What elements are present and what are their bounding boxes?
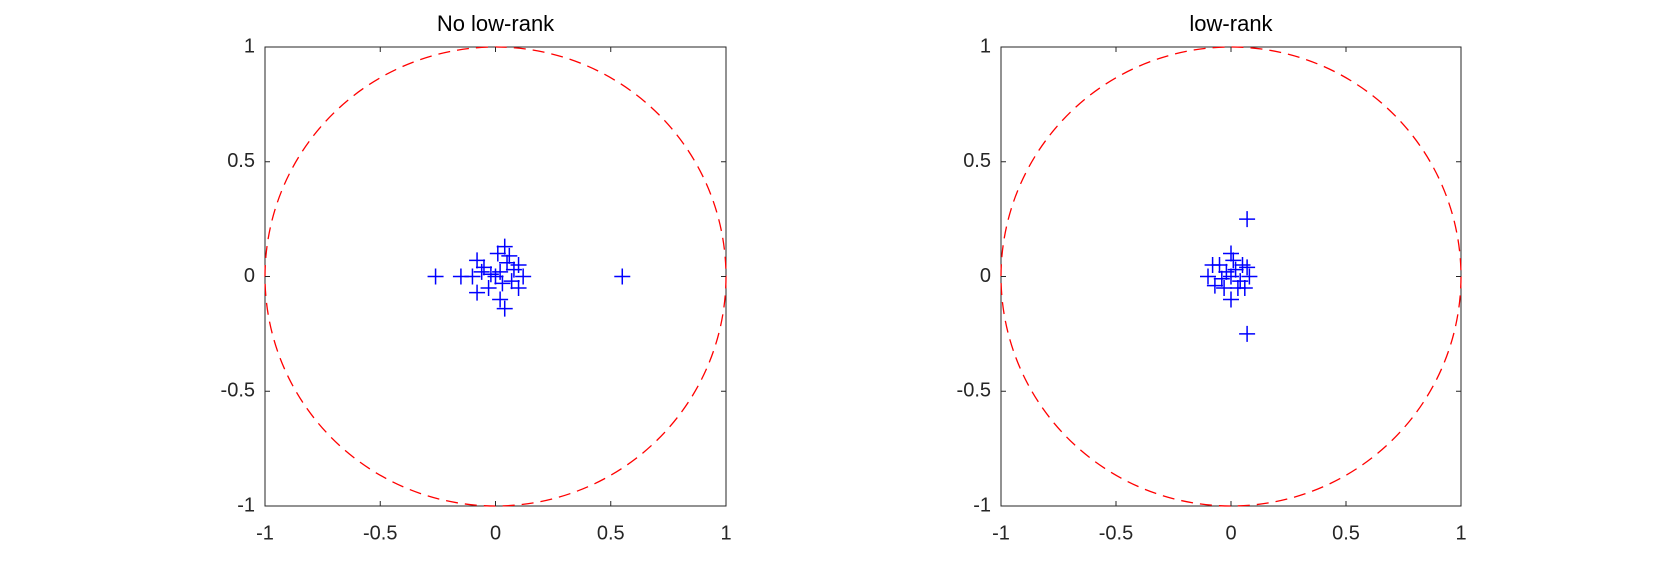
point	[487, 268, 504, 285]
point	[492, 291, 509, 308]
point	[494, 275, 511, 292]
point	[510, 279, 527, 296]
y-tick-label: -0.5	[221, 380, 255, 402]
point	[1239, 259, 1256, 276]
point	[1227, 261, 1244, 278]
y-tick-label: 1	[980, 35, 991, 57]
y-tick-label: 0.5	[227, 150, 255, 172]
point	[1239, 325, 1256, 342]
point	[1223, 291, 1239, 308]
point	[1216, 279, 1233, 296]
x-tick-label: 0	[490, 522, 501, 544]
x-tick-label: 1	[720, 522, 731, 544]
chart-title: No low-rank	[437, 11, 555, 36]
y-tick-label: 0	[980, 265, 991, 287]
y-tick-label: -1	[237, 494, 255, 516]
x-tick-label: -0.5	[1099, 522, 1133, 544]
point	[496, 300, 513, 317]
point	[1225, 252, 1242, 269]
chart-title: low-rank	[1189, 11, 1273, 36]
y-tick-label: 1	[244, 35, 255, 57]
point	[1223, 268, 1239, 285]
point	[475, 259, 492, 276]
y-tick-label: -1	[973, 494, 991, 516]
point	[1232, 273, 1249, 290]
point	[469, 252, 486, 269]
x-tick-label: 0.5	[1332, 522, 1360, 544]
point	[489, 245, 506, 262]
point	[1239, 211, 1256, 228]
point	[1213, 270, 1230, 287]
y-tick-label: 0.5	[963, 150, 991, 172]
point	[473, 263, 490, 280]
point	[492, 263, 509, 280]
x-tick-label: -0.5	[363, 522, 397, 544]
point	[469, 284, 486, 301]
x-tick-label: -1	[992, 522, 1010, 544]
point	[1241, 268, 1258, 285]
x-tick-label: 0.5	[597, 522, 625, 544]
y-tick-label: -0.5	[957, 380, 991, 402]
x-tick-label: 0	[1225, 522, 1236, 544]
point	[501, 247, 518, 264]
point	[496, 238, 513, 255]
point	[1204, 257, 1221, 274]
point	[1206, 277, 1223, 294]
point	[614, 268, 631, 285]
x-tick-label: -1	[256, 522, 274, 544]
point	[1200, 268, 1216, 285]
point	[464, 268, 481, 285]
point	[505, 261, 522, 278]
point	[1223, 245, 1239, 262]
x-tick-label: 1	[1455, 522, 1466, 544]
point	[1236, 279, 1253, 296]
point	[503, 273, 520, 290]
point	[499, 254, 516, 271]
point	[1218, 263, 1235, 280]
point	[510, 257, 527, 274]
point	[515, 268, 532, 285]
point	[1234, 257, 1251, 274]
point	[482, 266, 499, 283]
point	[427, 268, 444, 285]
point	[480, 279, 497, 296]
y-tick-label: 0	[244, 265, 255, 287]
